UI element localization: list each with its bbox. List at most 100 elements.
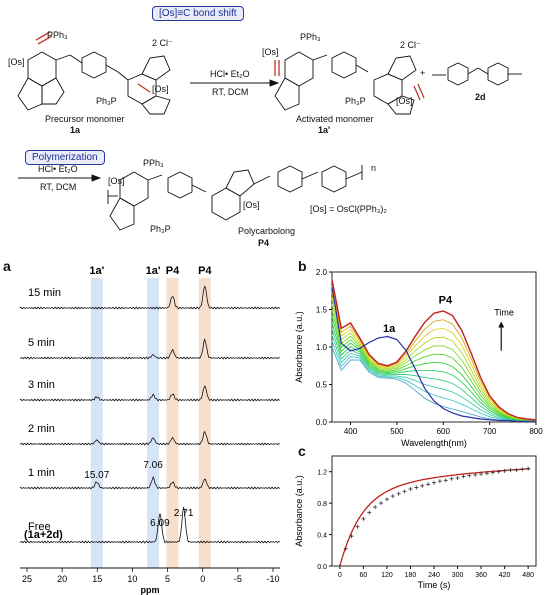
activated-structure [274, 51, 417, 115]
x-tick-label: 10 [127, 574, 137, 584]
column-label: 1a' [146, 265, 161, 277]
y-tick-label: 0.0 [316, 418, 328, 427]
precursor-structure [17, 51, 171, 115]
x-tick-label: 420 [499, 572, 511, 579]
nmr-trace [19, 507, 280, 544]
data-point [502, 468, 507, 473]
os-label-6: [Os] [243, 200, 260, 210]
highlight-band [147, 278, 160, 568]
precursor-id: 1a [70, 125, 81, 135]
highlight-band [198, 278, 211, 568]
nmr-trace [19, 385, 280, 402]
peak-label: 2.71 [174, 508, 194, 519]
series-line [331, 291, 537, 421]
data-point [343, 546, 348, 551]
data-point [349, 534, 354, 539]
data-point [443, 478, 448, 483]
y-axis-label: Absorbance (a.u.) [294, 475, 304, 547]
series-line [331, 340, 537, 422]
x-tick-label: 600 [437, 427, 451, 436]
linker-id: 2d [475, 92, 486, 102]
reagent1-top: HCl• Et₂O [210, 69, 250, 79]
series-line [331, 322, 537, 422]
reagent1-bottom: RT, DCM [212, 87, 249, 97]
data-point [526, 466, 531, 471]
series-line [331, 303, 537, 421]
data-point [467, 473, 472, 478]
plot-frame [331, 455, 537, 567]
x-tick-label: 20 [57, 574, 67, 584]
y-tick-label: 2.0 [316, 268, 328, 277]
activated-id: 1a' [318, 125, 331, 135]
x-tick-label: 120 [381, 572, 393, 579]
series-line [331, 297, 537, 421]
series-line [331, 279, 537, 421]
peak-label: 15.07 [84, 470, 109, 481]
panel-c-letter: c [298, 443, 306, 459]
os-label-1: [Os] [8, 57, 25, 67]
x-tick-label: 15 [92, 574, 102, 584]
counterion-label-2: 2 Cl⁻ [400, 40, 421, 50]
data-point [396, 491, 401, 496]
annotation-time: Time [494, 308, 514, 318]
panel-b-letter: b [298, 258, 307, 274]
x-tick-label: 360 [475, 572, 487, 579]
polymer-n: n [371, 163, 377, 173]
series-line [331, 310, 537, 421]
ph3p-label-2: Ph₃P [345, 96, 366, 106]
reagent2-bottom: RT, DCM [40, 182, 77, 192]
highlight-band [166, 278, 179, 568]
free-sub-label: (1a+2d) [24, 529, 63, 541]
polymer-id: P4 [258, 238, 270, 248]
column-label: 1a' [89, 265, 104, 277]
y-axis-label: Absorbance (a.u.) [294, 311, 304, 383]
y-tick-label: 0.5 [316, 381, 328, 390]
series-line [331, 334, 537, 422]
x-tick-label: 180 [405, 572, 417, 579]
data-point [408, 487, 413, 491]
annotation-1a: 1a [383, 323, 396, 335]
data-point [420, 483, 425, 488]
y-tick-label: 1.2 [317, 470, 327, 477]
y-tick-label: 1.0 [316, 343, 328, 352]
nmr-trace [19, 338, 280, 360]
bond-shift-box: [Os]≡C bond shift [152, 6, 244, 21]
data-point [361, 516, 366, 521]
x-tick-label: 60 [359, 572, 367, 579]
os-label-5: [Os] [108, 176, 125, 186]
peak-label: 7.06 [143, 460, 163, 471]
highlight-band [90, 278, 103, 568]
y-tick-label: 0.0 [317, 564, 327, 571]
pph3-label-1: PPh₃ [47, 30, 68, 40]
data-point [337, 564, 342, 568]
x-tick-label: 700 [483, 427, 497, 436]
trace-label: 1 min [28, 467, 55, 479]
data-point [384, 497, 389, 502]
x-tick-label: 800 [529, 427, 543, 436]
x-tick-label: -10 [266, 574, 279, 584]
x-tick-label: 300 [452, 572, 464, 579]
y-tick-label: 0.4 [317, 533, 327, 540]
y-tick-label: 1.5 [316, 306, 328, 315]
data-point [355, 524, 360, 529]
x-tick-label: 0 [200, 574, 205, 584]
x-axis-label: ppm [141, 585, 160, 595]
scheme-structures [17, 31, 522, 231]
data-point [379, 501, 384, 506]
column-label: P4 [166, 265, 180, 277]
panel-b-chart: 400 500 600 700 800 0.0 0.5 1.0 1.5 2.0 Wavelength… [294, 268, 543, 448]
data-point [520, 467, 525, 472]
trace-label: Free [28, 521, 51, 533]
x-axis-label: Time (s) [418, 580, 451, 590]
panel-c-chart: 0 60 120 180 240 300 360 420 480 0.0 0.4 0.8 1.2 Time… [294, 455, 537, 590]
pph3-label-2: PPh₃ [300, 32, 321, 42]
x-tick-label: 500 [390, 427, 404, 436]
x-tick-label: -5 [234, 574, 242, 584]
plus-sign: + [420, 68, 426, 78]
precursor-label: Precursor monomer [45, 114, 125, 124]
reagent2-top: HCl• Et₂O [38, 164, 78, 174]
data-point [390, 494, 395, 499]
activated-label: Activated monomer [296, 114, 374, 124]
data-point [426, 482, 431, 487]
x-tick-label: 0 [338, 572, 342, 579]
